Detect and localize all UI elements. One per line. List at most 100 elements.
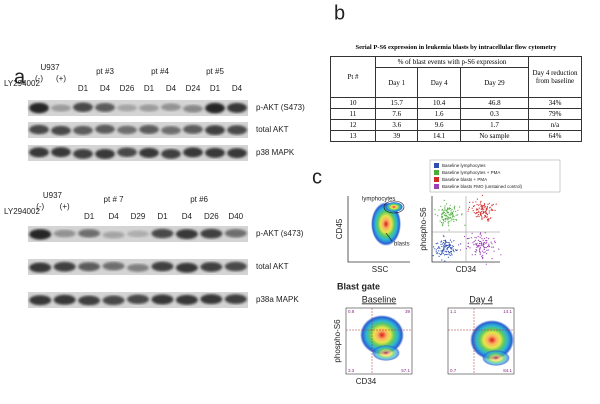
event [480,235,482,237]
quadrant-value: 57.1 [401,368,410,373]
lane: D4 [232,84,243,93]
band [73,102,93,112]
legend-swatch [434,177,439,182]
event [450,218,452,220]
event [473,244,475,246]
event [467,210,469,212]
band [227,148,247,159]
event [442,220,445,222]
event [481,241,483,243]
event [485,263,487,265]
event [443,248,445,250]
axis-label: CD45 [335,218,344,239]
band [205,147,225,158]
event [487,249,489,251]
event [439,247,441,249]
event [486,213,489,215]
event [465,247,467,250]
event [480,200,482,202]
event [478,207,480,209]
event [488,238,490,240]
event [476,246,478,248]
event [444,242,446,244]
plot-frame [345,307,413,375]
event [486,249,488,251]
event [446,253,448,256]
axis-label: SSC [372,265,389,274]
band [161,103,181,111]
band [139,104,159,112]
band [175,262,198,273]
event [437,247,439,249]
event [435,243,437,245]
event [443,219,445,221]
event [449,207,451,210]
event [440,222,443,224]
event [450,210,452,212]
event [444,220,446,223]
patient: pt #6 [190,195,208,204]
event [484,211,486,213]
treatment: LY294002 [4,207,40,216]
event [479,248,481,250]
lane: D29 [131,212,146,221]
axis-label: CD34 [456,265,477,274]
event [473,240,475,243]
event [467,242,469,244]
event [438,209,440,211]
event [478,245,480,247]
event [486,237,488,239]
event [483,246,485,249]
gate-label: blasts [394,242,410,248]
event [433,246,435,248]
event [448,220,450,222]
density [385,202,403,212]
event [446,241,448,244]
cell: 15.7 [374,97,419,109]
header: % of blast events with p-S6 expression [375,56,529,68]
event [484,215,486,217]
event [491,243,493,245]
treatment: LY294002 [4,79,40,88]
event [460,243,462,245]
lane: D4 [166,84,177,93]
event [475,237,478,239]
event [477,246,479,248]
event [452,249,454,252]
event [452,248,454,250]
event [476,208,478,210]
band [139,124,159,134]
event [450,251,452,253]
event [481,243,483,245]
cell: No sample [459,130,530,142]
event [453,207,455,209]
event [483,244,485,246]
event [494,209,496,211]
cell: 1.6 [417,108,461,120]
event [481,194,484,196]
event [440,240,443,242]
panel-label: a [14,66,26,88]
event [475,213,477,215]
event [488,212,490,214]
legend-label: Baseline lymphocytes + PMA [442,170,500,175]
plot-title: Day 4 [469,294,493,304]
event [471,232,473,234]
band [127,230,149,238]
event [452,216,454,218]
band [53,229,76,238]
event [448,252,450,254]
band [78,262,101,272]
plot-title: Baseline [362,294,397,304]
cell: 1.7 [459,119,530,131]
event [442,234,444,237]
event [491,205,493,207]
event [447,221,449,223]
event [449,244,451,246]
event [450,220,452,222]
event [447,225,450,227]
control: (-) [35,74,43,83]
event [485,247,487,249]
event [442,242,444,244]
